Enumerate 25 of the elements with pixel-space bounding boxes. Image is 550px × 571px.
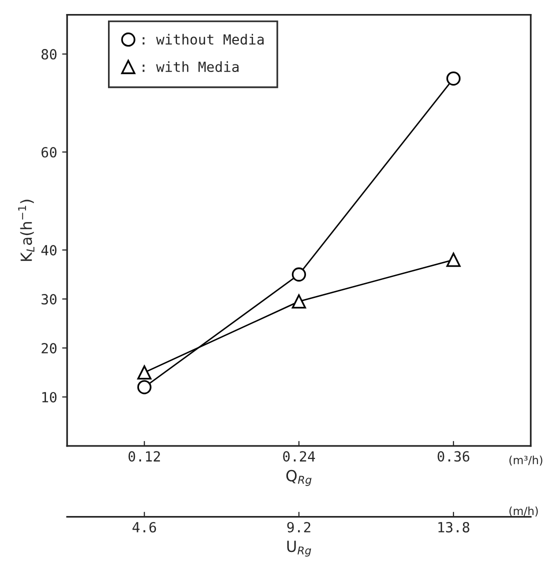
point	[292, 267, 306, 282]
x-axis-title: Q$_{Rg}$	[286, 470, 312, 486]
text: (m³/h)	[509, 456, 542, 466]
x2-tick-label: 13.8	[438, 522, 470, 532]
x2-tick-label: 9.2	[287, 522, 310, 532]
point	[137, 365, 152, 380]
y-tick-label: 20	[42, 342, 56, 354]
x2-tick-label: 4.6	[132, 522, 156, 532]
point	[292, 294, 306, 309]
x-tick-label: 0.12	[128, 451, 160, 462]
y-tick-label: 40	[41, 245, 56, 256]
point	[446, 71, 461, 86]
y-tick-label: 60	[42, 147, 56, 158]
y-tick-label: 30	[42, 294, 56, 304]
legend-label: : without Media	[142, 34, 264, 45]
legend-label: : with Media	[142, 61, 239, 72]
x-tick-label: 0.36	[438, 451, 470, 462]
x-tick-label: 0.24	[283, 451, 315, 462]
x2-axis-title: U$_{Rg}$	[287, 540, 312, 557]
point	[137, 380, 152, 394]
point	[446, 252, 461, 267]
y-axis-title: K$_{L}$a(h$^{−1}$)	[18, 200, 34, 261]
y-tick-label: 80	[42, 49, 56, 60]
text: (m/h)	[509, 506, 538, 516]
y-tick-label: 10	[42, 392, 56, 402]
